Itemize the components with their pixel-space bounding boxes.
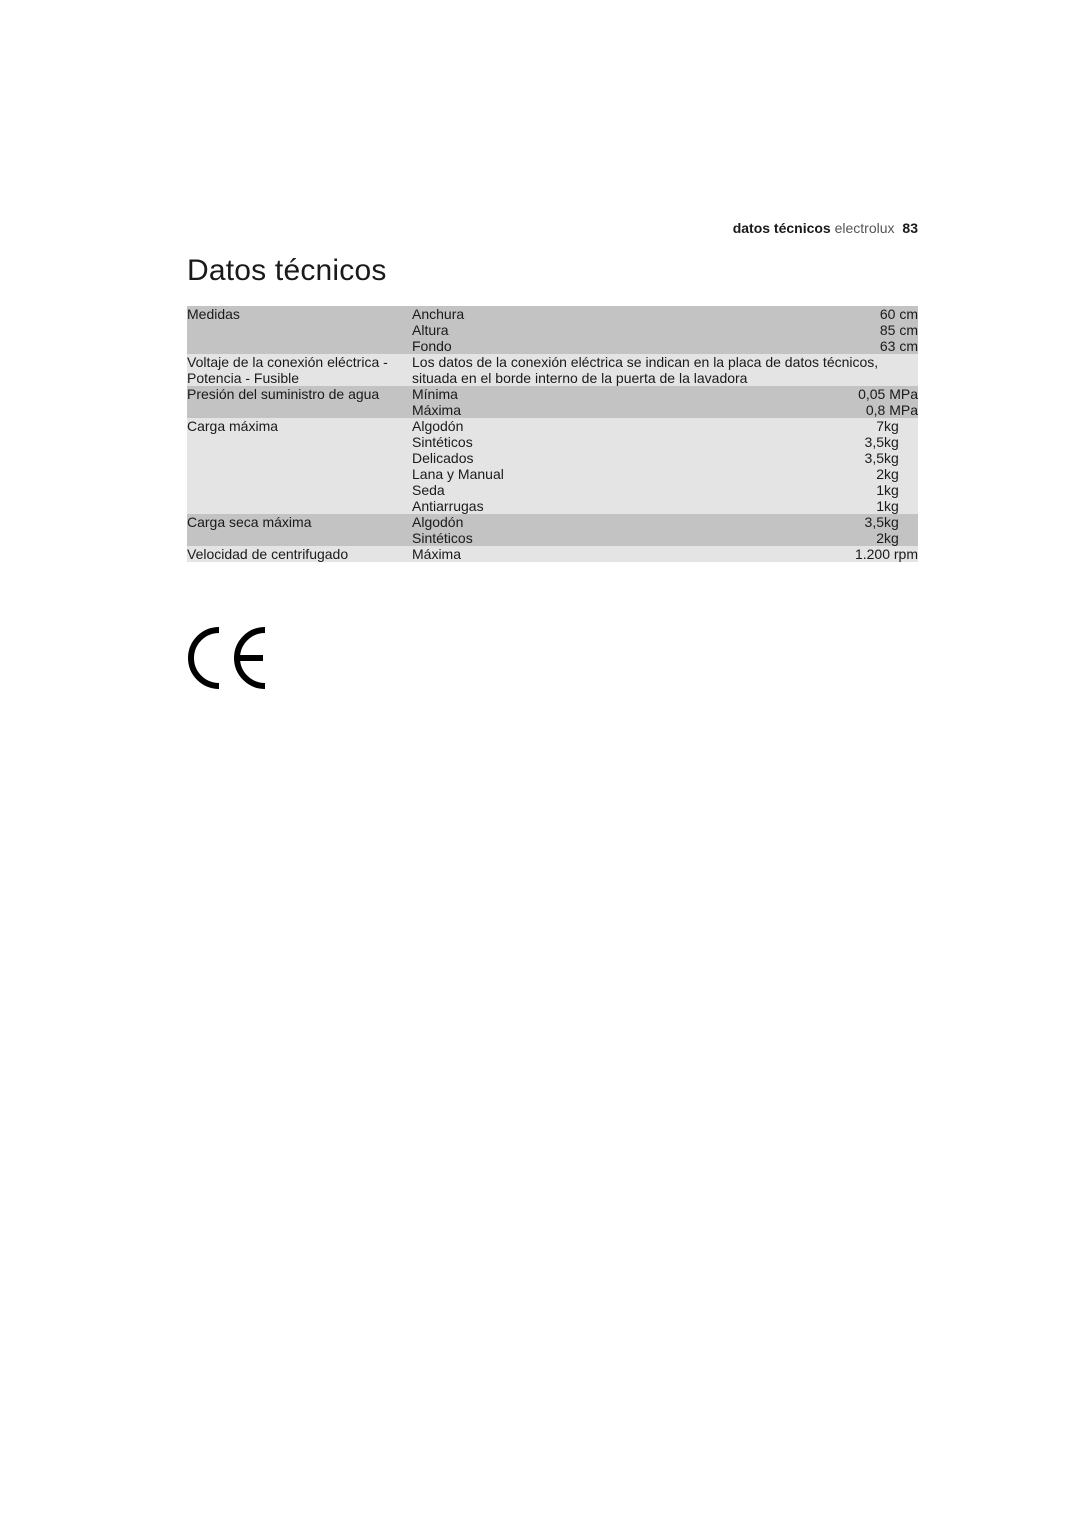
section-note: Los datos de la conexión eléctrica se in… xyxy=(412,354,918,386)
spec-item: Sintéticos xyxy=(412,530,836,546)
spec-unit: kg xyxy=(884,450,918,466)
header-brand: electrolux xyxy=(835,220,895,236)
spec-unit: kg xyxy=(884,514,918,530)
section-label: Voltaje de la conexión eléctrica - Poten… xyxy=(187,354,412,386)
spec-unit: kg xyxy=(884,418,918,434)
spec-item: Máxima xyxy=(412,402,836,418)
spec-item: Antiarrugas xyxy=(412,498,836,514)
table-row: Voltaje de la conexión eléctrica - Poten… xyxy=(187,354,918,386)
spec-num: 3,5 xyxy=(836,434,884,450)
section-label: Presión del suministro de agua xyxy=(187,386,412,418)
spec-unit: kg xyxy=(884,530,918,546)
document-page: datos técnicos electrolux 83 Datos técni… xyxy=(0,0,1080,703)
running-header: datos técnicos electrolux 83 xyxy=(187,220,918,236)
spec-item: Máxima xyxy=(412,546,836,562)
spec-num: 2 xyxy=(836,530,884,546)
spec-item: Altura xyxy=(412,322,836,338)
spec-value: 85 cm xyxy=(836,322,918,338)
spec-table: Medidas Anchura 60 cm Altura 85 cm Fondo… xyxy=(187,306,918,562)
page-title: Datos técnicos xyxy=(187,254,918,288)
spec-num: 1 xyxy=(836,498,884,514)
spec-num: 3,5 xyxy=(836,514,884,530)
section-label: Velocidad de centrifugado xyxy=(187,546,412,562)
ce-mark-icon xyxy=(187,626,918,703)
section-label: Carga máxima xyxy=(187,418,412,514)
table-row: Medidas Anchura 60 cm xyxy=(187,306,918,322)
spec-value: 1.200 rpm xyxy=(836,546,918,562)
spec-value: 0,05 MPa xyxy=(836,386,918,402)
spec-num: 1 xyxy=(836,482,884,498)
spec-value: 60 cm xyxy=(836,306,918,322)
spec-num: 7 xyxy=(836,418,884,434)
table-row: Carga máxima Algodón 7 kg xyxy=(187,418,918,434)
spec-num: 3,5 xyxy=(836,450,884,466)
spec-item: Fondo xyxy=(412,338,836,354)
spec-table-body: Medidas Anchura 60 cm Altura 85 cm Fondo… xyxy=(187,306,918,562)
spec-item: Lana y Manual xyxy=(412,466,836,482)
spec-item: Delicados xyxy=(412,450,836,466)
spec-item: Algodón xyxy=(412,514,836,530)
header-section: datos técnicos xyxy=(733,220,831,236)
table-row: Presión del suministro de agua Mínima 0,… xyxy=(187,386,918,402)
section-label: Carga seca máxima xyxy=(187,514,412,546)
spec-unit: kg xyxy=(884,466,918,482)
table-row: Velocidad de centrifugado Máxima 1.200 r… xyxy=(187,546,918,562)
spec-item: Mínima xyxy=(412,386,836,402)
section-label: Medidas xyxy=(187,306,412,354)
spec-unit: kg xyxy=(884,434,918,450)
spec-item: Algodón xyxy=(412,418,836,434)
spec-item: Sintéticos xyxy=(412,434,836,450)
spec-item: Anchura xyxy=(412,306,836,322)
spec-value: 0,8 MPa xyxy=(836,402,918,418)
spec-unit: kg xyxy=(884,498,918,514)
table-row: Carga seca máxima Algodón 3,5 kg xyxy=(187,514,918,530)
spec-item: Seda xyxy=(412,482,836,498)
spec-unit: kg xyxy=(884,482,918,498)
header-page-num: 83 xyxy=(902,220,918,236)
spec-value: 63 cm xyxy=(836,338,918,354)
spec-num: 2 xyxy=(836,466,884,482)
